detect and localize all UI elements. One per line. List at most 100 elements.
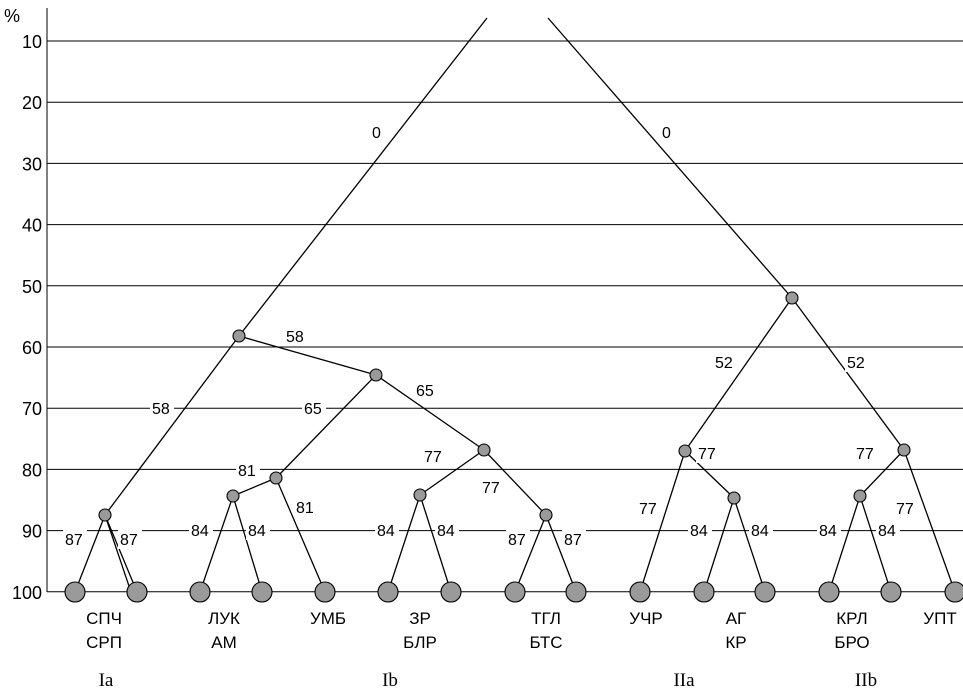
node-84d bbox=[853, 489, 867, 503]
leaf-label-am: АМ bbox=[211, 633, 237, 652]
grid-lines: 10 20 30 40 50 60 70 80 90 100 bbox=[12, 32, 963, 603]
leaf-label-srp: СРП bbox=[86, 633, 122, 652]
node-87a bbox=[98, 508, 112, 522]
label-root-right: 0 bbox=[662, 125, 671, 142]
edge-52-right bbox=[791, 297, 905, 451]
edge-77c-left bbox=[859, 449, 905, 497]
y-tick-label: 90 bbox=[22, 522, 42, 542]
y-tick-label: 10 bbox=[22, 32, 42, 52]
node-52 bbox=[785, 291, 799, 305]
edge-77a-right bbox=[483, 449, 547, 516]
leaf-node bbox=[565, 581, 587, 603]
edge-root-left bbox=[238, 17, 488, 337]
leaf-node bbox=[693, 581, 715, 603]
edge-77b-left bbox=[639, 450, 686, 593]
leaf-node bbox=[314, 581, 336, 603]
edge-84d-left bbox=[828, 495, 861, 593]
label-77a-right: 77 bbox=[482, 480, 500, 497]
label-77c-right: 77 bbox=[896, 501, 914, 518]
group-label-Ib: Ib bbox=[382, 670, 398, 691]
label-77b-left: 77 bbox=[639, 501, 657, 518]
label-84d-right: 84 bbox=[878, 523, 896, 540]
y-tick-label: 60 bbox=[22, 338, 42, 358]
leaf-node bbox=[944, 581, 963, 603]
y-axis: % 10 20 30 40 50 60 70 80 90 100 bbox=[4, 6, 963, 603]
label-84a-left: 84 bbox=[191, 523, 209, 540]
node-84c bbox=[727, 491, 741, 505]
y-tick-label: 80 bbox=[22, 460, 42, 480]
node-65 bbox=[369, 368, 383, 382]
leaf-label-tgl: ТГЛ bbox=[531, 609, 561, 628]
y-tick-label: 100 bbox=[12, 583, 42, 603]
leaf-label-kr: КР bbox=[725, 633, 746, 652]
node-58 bbox=[232, 329, 246, 343]
group-labels: Ia Ib IIa IIb bbox=[99, 670, 877, 691]
group-label-Ia: Ia bbox=[99, 670, 114, 691]
edge-65-left bbox=[275, 374, 377, 479]
label-87a-right: 87 bbox=[120, 532, 138, 549]
label-77a-left: 77 bbox=[424, 449, 442, 466]
group-label-IIb: IIb bbox=[855, 670, 877, 691]
edge-labels: 0 0 58 58 65 65 77 77 81 81 87 87 84 84 … bbox=[63, 122, 918, 549]
label-87a-left: 87 bbox=[65, 532, 83, 549]
leaf-label-blr: БЛР bbox=[403, 633, 437, 652]
y-tick-label: 30 bbox=[22, 154, 42, 174]
leaf-node bbox=[377, 581, 399, 603]
leaf-label-umb: УМБ bbox=[310, 609, 346, 628]
leaf-label-uchr: УЧР bbox=[629, 609, 662, 628]
edge-87a-right2 bbox=[104, 514, 132, 593]
edge-77b-right bbox=[684, 450, 735, 499]
edge-65-right bbox=[375, 374, 485, 451]
y-axis-unit: % bbox=[4, 6, 20, 26]
node-77a bbox=[477, 443, 491, 457]
label-77b-right: 77 bbox=[698, 446, 716, 463]
group-label-IIa: IIa bbox=[673, 670, 695, 691]
leaf-label-upt: УПТ bbox=[923, 609, 956, 628]
leaf-label-bro: БРО bbox=[834, 633, 869, 652]
leaf-node bbox=[64, 581, 86, 603]
label-52-right: 52 bbox=[847, 355, 865, 372]
label-84d-left: 84 bbox=[819, 523, 837, 540]
edge-81-right bbox=[275, 477, 326, 593]
edge-87b-right bbox=[545, 514, 577, 593]
leaf-label-ag: АГ bbox=[726, 609, 747, 628]
label-58-left: 58 bbox=[152, 401, 170, 418]
label-81-right: 81 bbox=[296, 500, 314, 517]
label-84b-right: 84 bbox=[437, 523, 455, 540]
label-87b-right: 87 bbox=[564, 532, 582, 549]
leaf-node bbox=[629, 581, 651, 603]
label-58-right: 58 bbox=[286, 329, 304, 346]
y-tick-label: 40 bbox=[22, 216, 42, 236]
label-84a-right: 84 bbox=[248, 523, 266, 540]
internal-nodes bbox=[98, 291, 911, 522]
node-81 bbox=[269, 471, 283, 485]
edge-84a-left bbox=[199, 495, 234, 593]
leaf-node bbox=[504, 581, 526, 603]
label-84c-left: 84 bbox=[690, 523, 708, 540]
label-87b-left: 87 bbox=[508, 532, 526, 549]
label-65-left: 65 bbox=[304, 401, 322, 418]
edge-77a-left bbox=[419, 449, 485, 496]
leaf-label-zr: ЗР bbox=[409, 609, 431, 628]
edge-87a-left bbox=[74, 514, 106, 593]
leaf-node bbox=[754, 581, 776, 603]
leaf-node bbox=[189, 581, 211, 603]
leaf-node bbox=[818, 581, 840, 603]
node-84b bbox=[413, 488, 427, 502]
edge-84b-left bbox=[387, 494, 421, 593]
label-root-left: 0 bbox=[372, 125, 381, 142]
label-77c-left: 77 bbox=[856, 446, 874, 463]
y-tick-label: 20 bbox=[22, 93, 42, 113]
edge-84c-left bbox=[703, 497, 735, 593]
label-81-left: 81 bbox=[238, 463, 256, 480]
edge-87b-left bbox=[514, 514, 547, 593]
leaf-node bbox=[880, 581, 902, 603]
leaf-nodes bbox=[64, 581, 963, 603]
y-tick-label: 50 bbox=[22, 277, 42, 297]
leaf-node bbox=[126, 581, 148, 603]
leaf-node bbox=[251, 581, 273, 603]
edge-58-left bbox=[104, 335, 240, 516]
edge-84b-right bbox=[419, 494, 452, 593]
node-77b bbox=[678, 444, 692, 458]
